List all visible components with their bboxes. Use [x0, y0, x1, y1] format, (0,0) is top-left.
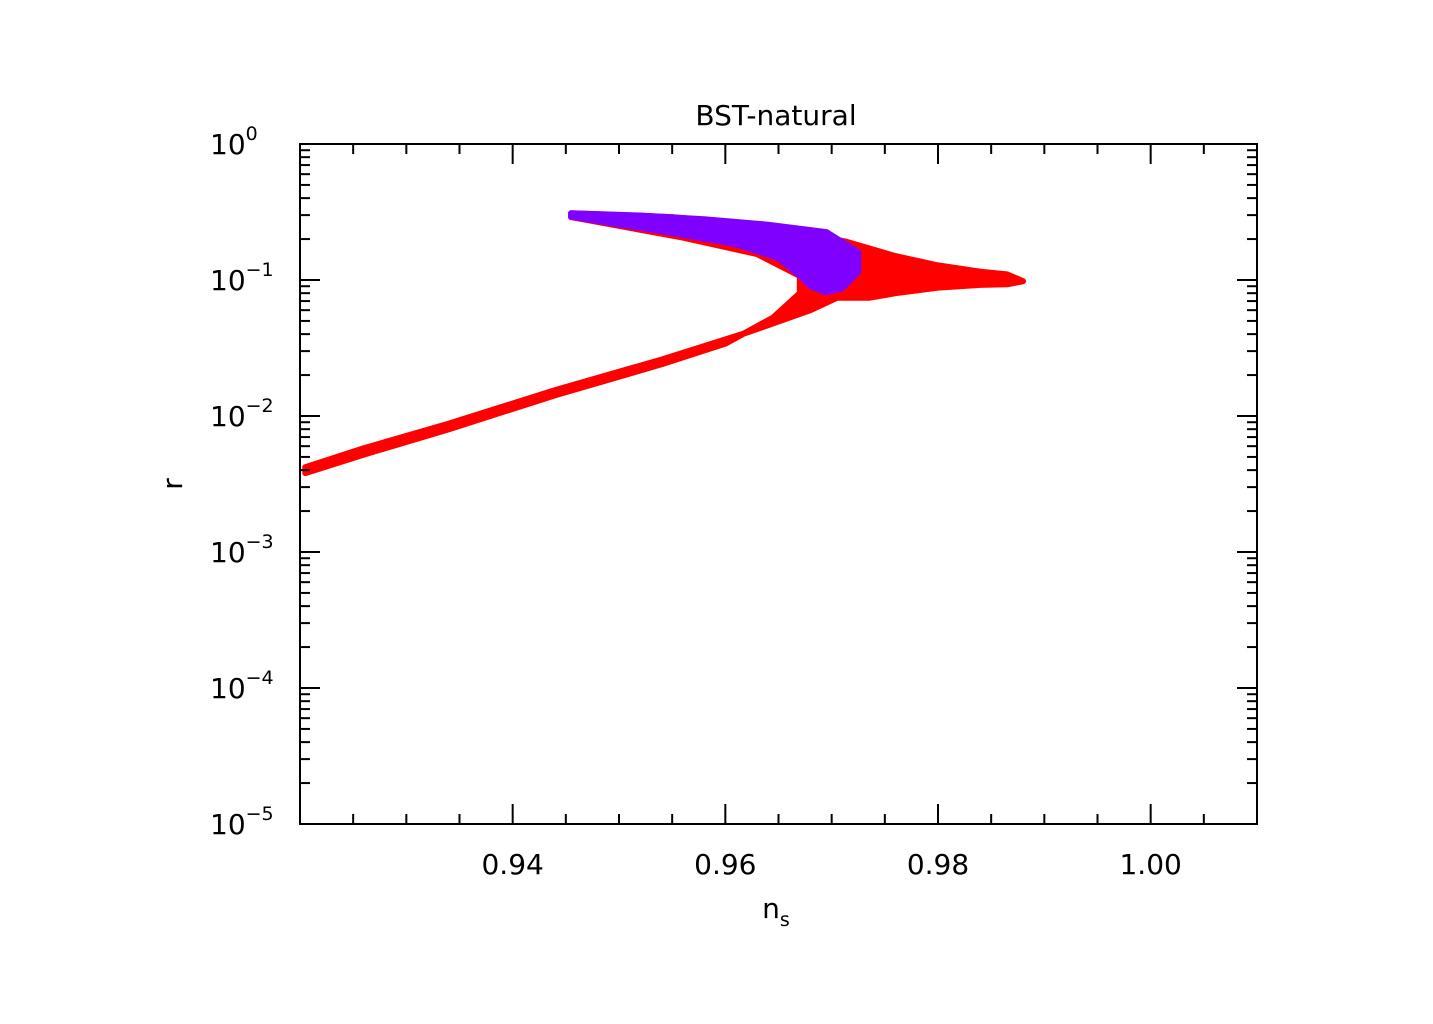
data-series-layer: [302, 210, 1027, 477]
x-axis-label: ns: [762, 892, 790, 931]
y-tick-label: 100: [210, 123, 258, 161]
ticks-layer: [299, 143, 1258, 825]
tick-labels-layer: 0.94 0.96 0.98 1.00 100 10−1 10−2 10−3 10−4 10−5: [210, 123, 1182, 881]
x-axis-label-main: n: [762, 892, 780, 925]
series-region-0: [302, 210, 1027, 477]
y-tick-label: 10−5: [210, 803, 274, 841]
y-tick-label: 10−4: [210, 667, 274, 705]
x-tick-label: 0.96: [694, 848, 756, 881]
x-tick-label: 0.98: [907, 848, 969, 881]
series-region-1: [568, 210, 862, 296]
y-tick-label: 10−2: [210, 395, 274, 433]
chart-title: BST-natural: [695, 99, 856, 132]
y-tick-label: 10−3: [210, 531, 274, 569]
y-tick-label: 10−1: [210, 259, 274, 297]
y-axis-label: r: [156, 478, 189, 490]
x-tick-label: 1.00: [1119, 848, 1181, 881]
x-axis-label-subscript: s: [780, 909, 790, 931]
x-tick-label: 0.94: [481, 848, 543, 881]
